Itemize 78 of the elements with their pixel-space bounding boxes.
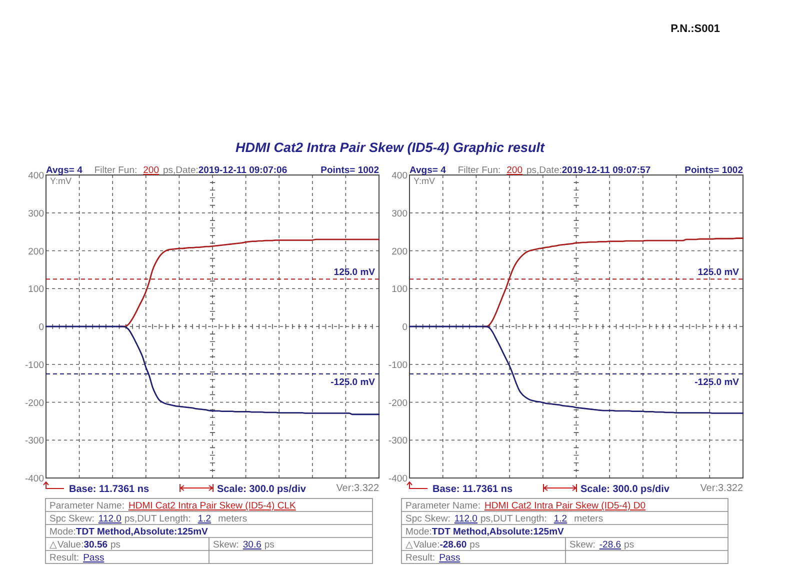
text: Scale: 300.0 ps/div bbox=[580, 484, 670, 495]
text: ps bbox=[470, 540, 480, 550]
annotation: Filter Fun: bbox=[458, 165, 501, 176]
y-tick-label: 300 bbox=[392, 208, 408, 220]
ref-line-label: 125.0 mV bbox=[334, 267, 376, 278]
text: Result: bbox=[406, 552, 436, 564]
y-tick-label: 200 bbox=[28, 246, 44, 258]
y-axis-title: Y:mV bbox=[50, 176, 72, 186]
text: ps bbox=[110, 540, 121, 550]
annotation: ps,Date: bbox=[526, 165, 562, 176]
y-tick-label: -100 bbox=[24, 360, 44, 371]
text: Pass bbox=[83, 552, 104, 564]
annotation: 200 bbox=[143, 165, 159, 176]
y-tick-label: -200 bbox=[388, 398, 408, 409]
text: Spc Skew: bbox=[50, 514, 94, 524]
text: meters bbox=[218, 514, 248, 524]
y-tick-label: 300 bbox=[28, 208, 44, 220]
text: ps,DUT Length: bbox=[124, 514, 191, 524]
text: Parameter Name: bbox=[406, 500, 480, 512]
text: Ver:3.322 bbox=[336, 483, 380, 494]
y-tick-label: -400 bbox=[24, 474, 44, 484]
chart-title: HDMI Cat2 Intra Pair Skew (ID5-4) Graphic result bbox=[235, 140, 546, 155]
y-tick-label: 200 bbox=[392, 246, 408, 258]
y-tick-label: 0 bbox=[402, 322, 408, 333]
text: ps bbox=[264, 540, 275, 550]
y-tick-label: -300 bbox=[388, 436, 408, 447]
annotation: 200 bbox=[506, 165, 522, 176]
text: 30.56 bbox=[84, 540, 108, 550]
annotation: 2019-12-11 09:07:06 bbox=[198, 165, 288, 176]
y-tick-label: 100 bbox=[28, 284, 44, 296]
annotation: Points= 1002 bbox=[684, 165, 743, 176]
text: ps,DUT Length: bbox=[480, 514, 547, 524]
text: Result: bbox=[50, 552, 80, 564]
ref-line-label: -125.0 mV bbox=[330, 376, 376, 388]
y-tick-label: 0 bbox=[38, 322, 44, 333]
text: -28.6 bbox=[599, 540, 622, 550]
y-tick-label: 400 bbox=[28, 170, 44, 182]
text: Ver:3.322 bbox=[700, 483, 744, 494]
y-tick-label: -400 bbox=[388, 474, 408, 484]
text: Scale: 300.0 ps/div bbox=[217, 484, 306, 495]
text: TDT Method,Absolute:125mV bbox=[76, 526, 209, 538]
y-tick-label: -200 bbox=[24, 398, 44, 409]
text: meters bbox=[574, 514, 604, 524]
ref-line-label: -125.0 mV bbox=[694, 376, 740, 388]
annotation: Avgs= 4 bbox=[410, 165, 447, 176]
text: Skew: bbox=[570, 540, 596, 550]
text: HDMI Cat2 Intra Pair Skew (ID5-4) CLK bbox=[128, 500, 296, 512]
text: 30.6 bbox=[242, 540, 262, 550]
text: Pass bbox=[439, 552, 460, 564]
annotation: Avgs= 4 bbox=[46, 165, 84, 176]
text: P.N.:S001 bbox=[670, 23, 720, 35]
text: 112.0 bbox=[98, 514, 122, 524]
y-tick-label: -100 bbox=[388, 360, 408, 371]
text: Mode: bbox=[406, 526, 432, 538]
text: 112.0 bbox=[454, 514, 478, 524]
y-tick-label: 100 bbox=[392, 284, 408, 296]
text: -28.60 bbox=[440, 540, 467, 550]
ref-line-label: 125.0 mV bbox=[698, 267, 740, 278]
annotation: Points= 1002 bbox=[320, 165, 379, 176]
y-tick-label: -300 bbox=[24, 436, 44, 447]
text: 1.2 bbox=[198, 514, 212, 524]
text: 1.2 bbox=[554, 514, 568, 524]
text: △Value: bbox=[406, 540, 440, 550]
annotation: Filter Fun: bbox=[94, 165, 138, 176]
text: Mode: bbox=[50, 526, 76, 538]
text: Spc Skew: bbox=[406, 514, 450, 524]
annotation: 2019-12-11 09:07:57 bbox=[562, 165, 651, 176]
text: ps bbox=[624, 540, 634, 550]
annotation: ps,Date: bbox=[162, 165, 198, 176]
y-tick-label: 400 bbox=[392, 170, 408, 182]
text: HDMI Cat2 Intra Pair Skew (ID5-4) D0 bbox=[484, 500, 646, 512]
text: TDT Method,Absolute:125mV bbox=[432, 526, 565, 538]
text: Base: 11.7361 ns bbox=[69, 484, 150, 495]
text: Base: 11.7361 ns bbox=[432, 484, 513, 495]
text: △Value: bbox=[50, 540, 84, 550]
y-axis-title: Y:mV bbox=[414, 176, 436, 186]
text: Skew: bbox=[213, 540, 239, 550]
text: Parameter Name: bbox=[50, 500, 124, 512]
